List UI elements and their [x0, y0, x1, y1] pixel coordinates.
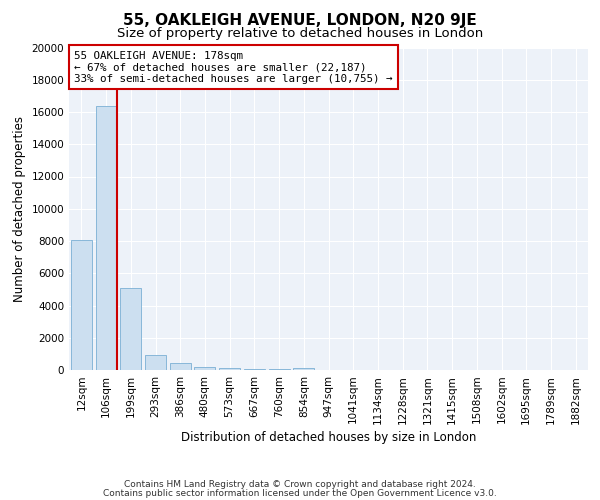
Bar	[120, 288, 141, 370]
Text: 55 OAKLEIGH AVENUE: 178sqm
← 67% of detached houses are smaller (22,187)
33% of : 55 OAKLEIGH AVENUE: 178sqm ← 67% of deta…	[74, 50, 392, 84]
Bar	[244, 368, 265, 370]
Text: Contains HM Land Registry data © Crown copyright and database right 2024.: Contains HM Land Registry data © Crown c…	[124, 480, 476, 489]
Bar	[194, 368, 215, 370]
Bar	[95, 106, 116, 370]
Text: 55, OAKLEIGH AVENUE, LONDON, N20 9JE: 55, OAKLEIGH AVENUE, LONDON, N20 9JE	[123, 12, 477, 28]
Bar	[71, 240, 92, 370]
X-axis label: Distribution of detached houses by size in London: Distribution of detached houses by size …	[181, 430, 476, 444]
Text: Size of property relative to detached houses in London: Size of property relative to detached ho…	[117, 28, 483, 40]
Bar	[145, 356, 166, 370]
Bar	[170, 363, 191, 370]
Y-axis label: Number of detached properties: Number of detached properties	[13, 116, 26, 302]
Bar	[269, 369, 290, 370]
Bar	[293, 368, 314, 370]
Text: Contains public sector information licensed under the Open Government Licence v3: Contains public sector information licen…	[103, 489, 497, 498]
Bar	[219, 368, 240, 370]
